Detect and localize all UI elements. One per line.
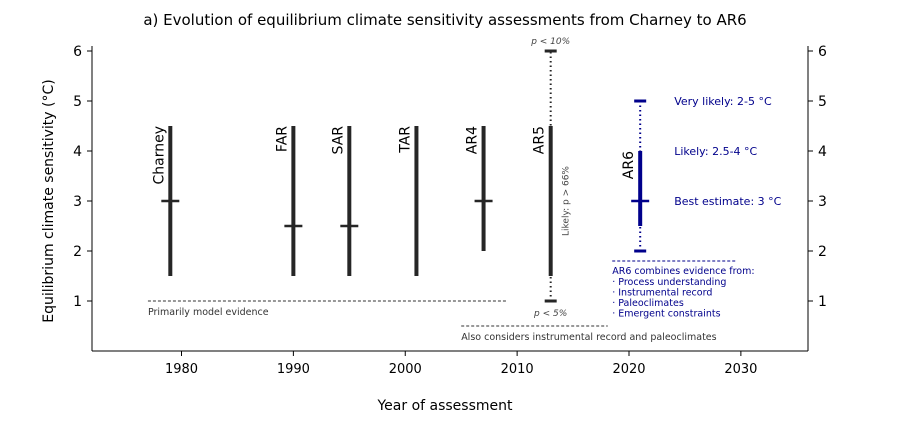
x-tick-label: 2030 [724, 362, 757, 377]
instrumental-label: Also considers instrumental record and p… [461, 332, 716, 343]
y-tick-label: 6 [73, 44, 82, 60]
y-tick-label: 4 [73, 144, 82, 160]
y-tick-label: 1 [73, 294, 82, 310]
ar6-evidence-item: · Paleoclimates [612, 298, 684, 309]
y-tick-label-right: 6 [818, 44, 827, 60]
assessment-label-SAR: SAR [330, 126, 346, 155]
y-tick-label: 5 [73, 94, 82, 110]
p-low-label: p < 5% [533, 309, 567, 319]
p-high-label: p < 10% [530, 37, 570, 47]
assessment-label-AR4: AR4 [465, 126, 481, 154]
ar6-evidence-item: · Process understanding [612, 277, 726, 288]
assessment-label-AR5: AR5 [532, 126, 548, 154]
ar5-likely-label: Likely: p > 66% [562, 166, 572, 236]
x-tick-label: 2010 [501, 362, 534, 377]
x-axis-label: Year of assessment [376, 398, 513, 414]
x-tick-label: 1990 [277, 362, 310, 377]
ar6-evidence-header: AR6 combines evidence from: [612, 266, 754, 277]
y-tick-label-right: 2 [818, 244, 827, 260]
chart-title: a) Evolution of equilibrium climate sens… [143, 11, 746, 29]
assessment-label-FAR: FAR [274, 126, 290, 152]
assessment-label-AR6: AR6 [621, 151, 637, 179]
ar6-evidence-item: · Instrumental record [612, 288, 712, 299]
ar6-evidence-item: · Emergent constraints [612, 309, 720, 320]
very-likely-label: Very likely: 2-5 °C [674, 95, 772, 108]
y-tick-label: 3 [73, 194, 82, 210]
y-tick-label-right: 3 [818, 194, 827, 210]
y-axis-label: Equilibrium climate sensitivity (°C) [41, 79, 57, 322]
x-tick-label: 2000 [389, 362, 422, 377]
y-tick-label: 2 [73, 244, 82, 260]
x-tick-label: 2020 [612, 362, 645, 377]
likely-label: Likely: 2.5-4 °C [674, 145, 757, 158]
model-evidence-label: Primarily model evidence [148, 307, 269, 318]
y-tick-label-right: 1 [818, 294, 827, 310]
x-tick-label: 1980 [165, 362, 198, 377]
assessment-label-Charney: Charney [151, 126, 167, 185]
assessment-label-TAR: TAR [397, 126, 413, 154]
y-tick-label-right: 5 [818, 94, 827, 110]
y-tick-label-right: 4 [818, 144, 827, 160]
best-estimate-label: Best estimate: 3 °C [674, 195, 781, 208]
